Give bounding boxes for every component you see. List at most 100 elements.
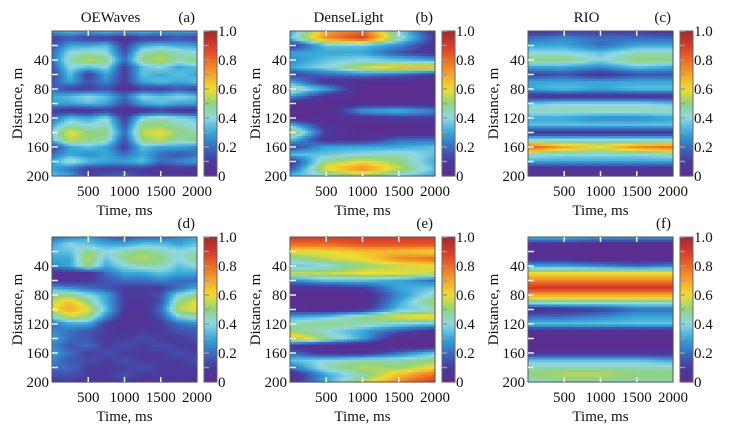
heatmap-cell <box>335 96 339 100</box>
heatmap-cell <box>181 131 186 135</box>
heatmap-cell <box>169 111 174 115</box>
heatmap-cell <box>79 123 83 127</box>
heatmap-cell <box>290 138 294 142</box>
heatmap-cell <box>118 36 123 40</box>
heatmap-cell <box>133 53 138 57</box>
heatmap-cell <box>392 31 397 35</box>
heatmap-cell <box>380 41 385 45</box>
heatmap-cell <box>139 156 144 160</box>
heatmap-cell <box>94 173 98 177</box>
heatmap-cell <box>172 171 177 175</box>
heatmap-cell <box>335 123 339 127</box>
heatmap-cell <box>296 123 300 127</box>
heatmap-cell <box>377 113 382 117</box>
heatmap-cell <box>79 168 83 172</box>
heatmap-cell <box>103 73 107 77</box>
heatmap-cell <box>181 73 186 77</box>
heatmap-cell <box>347 91 352 95</box>
heatmap-cell <box>293 41 297 45</box>
heatmap-cell <box>377 61 382 65</box>
heatmap-cell <box>181 61 186 65</box>
heatmap-cell <box>347 38 352 42</box>
heatmap-cell <box>407 78 412 82</box>
heatmap-cell <box>326 113 330 117</box>
heatmap-cell <box>148 68 153 72</box>
heatmap-cell <box>115 86 120 90</box>
heatmap-cell <box>311 116 315 120</box>
heatmap-cell <box>112 123 117 127</box>
heatmap-cell <box>76 96 80 100</box>
heatmap-cell <box>347 51 352 55</box>
heatmap-cell <box>145 138 150 142</box>
heatmap-cell <box>94 156 98 160</box>
heatmap-cell <box>374 101 379 105</box>
heatmap-cell <box>70 98 74 102</box>
heatmap-cell <box>404 56 409 60</box>
heatmap-cell <box>61 83 65 87</box>
heatmap-cell <box>383 68 388 72</box>
heatmap-cell <box>67 31 71 35</box>
heatmap-cell <box>166 76 171 80</box>
heatmap-cell <box>139 68 144 72</box>
heatmap-cell <box>124 53 129 57</box>
heatmap-cell <box>124 158 129 162</box>
heatmap-cell <box>175 156 180 160</box>
heatmap-cell <box>407 116 412 120</box>
heatmap-cell <box>329 83 333 87</box>
heatmap-cell <box>175 43 180 47</box>
heatmap-cell <box>356 41 361 45</box>
heatmap-cell <box>178 31 183 35</box>
heatmap-cell <box>148 138 153 142</box>
heatmap-cell <box>139 101 144 105</box>
heatmap-cell <box>169 121 174 125</box>
heatmap-cell <box>428 51 433 55</box>
heatmap-cell <box>181 121 186 125</box>
heatmap-cell <box>124 68 129 72</box>
heatmap-cell <box>341 96 345 100</box>
heatmap-cell <box>70 128 74 132</box>
heatmap-cell <box>338 63 342 67</box>
heatmap-cell <box>178 166 183 170</box>
heatmap-cell <box>190 88 195 92</box>
heatmap-cell <box>404 103 409 107</box>
heatmap-cell <box>169 166 174 170</box>
heatmap-cell <box>124 78 129 82</box>
heatmap-cell <box>371 121 376 125</box>
heatmap-cell <box>431 128 436 132</box>
heatmap-cell <box>127 156 132 160</box>
heatmap-cell <box>109 173 114 177</box>
heatmap-cell <box>127 116 132 120</box>
heatmap-cell <box>368 93 373 97</box>
heatmap-cell <box>85 61 89 65</box>
heatmap-cell <box>374 46 379 50</box>
colorbar-segment <box>204 156 217 160</box>
heatmap-cell <box>58 143 62 147</box>
heatmap-cell <box>362 116 367 120</box>
heatmap-cell <box>76 51 80 55</box>
heatmap-cell <box>181 123 186 127</box>
heatmap-cell <box>103 121 107 125</box>
heatmap-cell <box>368 138 373 142</box>
heatmap-cell <box>416 96 421 100</box>
heatmap-cell <box>350 63 355 67</box>
heatmap-cell <box>296 138 300 142</box>
heatmap-cell <box>70 171 74 175</box>
heatmap-cell <box>311 108 315 112</box>
heatmap-cell <box>193 171 198 175</box>
heatmap-cell <box>115 166 120 170</box>
heatmap-cell <box>371 73 376 77</box>
heatmap-cell <box>58 48 62 52</box>
heatmap-cell <box>305 118 309 122</box>
heatmap-cell <box>407 128 412 132</box>
heatmap-cell <box>181 171 186 175</box>
heatmap-cell <box>326 78 330 82</box>
heatmap-cell <box>73 43 77 47</box>
heatmap-cell <box>350 58 355 62</box>
heatmap-cell <box>299 38 303 42</box>
heatmap-cell <box>73 83 77 87</box>
heatmap-cell <box>193 158 198 162</box>
heatmap-cell <box>79 96 83 100</box>
heatmap-cell <box>341 98 345 102</box>
heatmap-cell <box>148 116 153 120</box>
heatmap-cell <box>347 68 352 72</box>
